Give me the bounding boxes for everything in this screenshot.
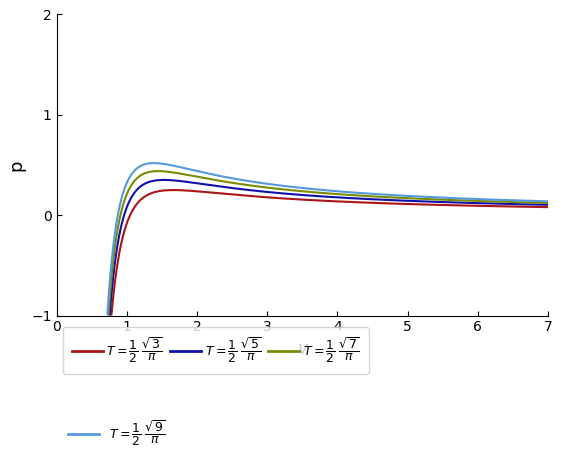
- Y-axis label: p: p: [7, 159, 25, 170]
- X-axis label: v: v: [297, 340, 307, 358]
- Legend: $T=\dfrac{1}{2}\;\dfrac{\sqrt{9}}{\pi}$: $T=\dfrac{1}{2}\;\dfrac{\sqrt{9}}{\pi}$: [63, 413, 171, 453]
